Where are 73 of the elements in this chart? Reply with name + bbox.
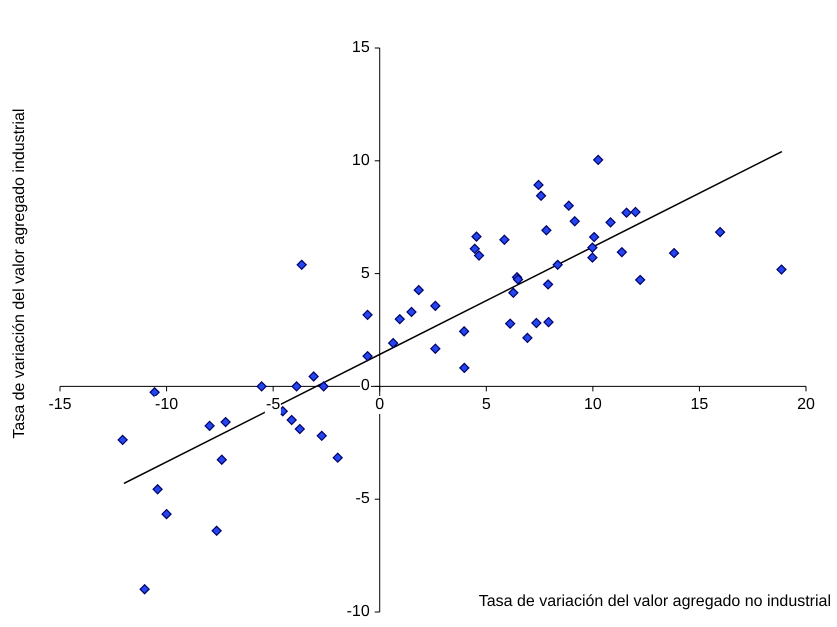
x-tick-label: -15	[47, 396, 73, 414]
point	[296, 260, 307, 270]
point	[362, 310, 373, 320]
point	[587, 242, 598, 253]
point	[212, 526, 222, 536]
x-axis-title: Tasa de variación del valor agregado no industrial	[478, 593, 831, 610]
y-tick-label: 5	[360, 264, 371, 283]
point	[541, 225, 552, 236]
point	[522, 332, 533, 343]
point	[294, 424, 305, 434]
point	[630, 206, 641, 218]
point	[459, 362, 470, 373]
point	[543, 317, 554, 328]
point	[715, 226, 726, 238]
point	[668, 248, 680, 258]
point	[430, 300, 440, 311]
y-tick-label: -5	[354, 490, 371, 508]
point	[332, 452, 343, 463]
point	[220, 416, 231, 428]
point	[552, 260, 563, 270]
point	[589, 232, 600, 242]
point	[316, 430, 327, 441]
y-tick-label: 15	[350, 39, 371, 57]
point	[318, 381, 329, 392]
x-tick-label: 0	[374, 396, 386, 414]
point	[587, 252, 598, 263]
point	[150, 387, 160, 398]
y-tick-label: 10	[350, 152, 371, 170]
point	[776, 264, 787, 275]
point	[536, 190, 546, 201]
point	[570, 216, 580, 226]
point	[204, 420, 215, 431]
point	[508, 288, 518, 298]
point	[118, 434, 128, 445]
point	[256, 381, 267, 392]
point	[394, 314, 405, 324]
point	[470, 244, 480, 254]
x-tick-label: 20	[796, 396, 816, 414]
point	[286, 414, 297, 426]
point	[291, 381, 302, 392]
point	[593, 154, 604, 165]
point	[616, 247, 627, 258]
point	[406, 306, 417, 318]
point	[362, 351, 373, 362]
point	[621, 208, 632, 218]
point	[512, 274, 524, 285]
x-tick-label: 10	[582, 396, 603, 414]
x-tick-label: 5	[480, 396, 492, 414]
y-tick-label: 0	[360, 377, 371, 396]
point	[388, 338, 398, 348]
y-axis-title: Tasa de variación del valor agregado industrial	[11, 108, 28, 439]
x-tick-label: 15	[690, 396, 710, 414]
y-tick-label: -10	[346, 603, 371, 621]
point	[474, 250, 484, 261]
point	[414, 284, 424, 296]
x-tick-label: -5	[265, 396, 282, 414]
point	[542, 279, 554, 290]
point	[564, 200, 574, 211]
point	[499, 234, 510, 245]
point	[459, 326, 470, 336]
point	[533, 180, 544, 190]
point	[471, 232, 482, 242]
point	[635, 274, 646, 286]
point	[505, 318, 516, 329]
point	[605, 217, 616, 228]
point	[216, 454, 227, 465]
point	[161, 508, 172, 520]
x-tick-label: -10	[154, 396, 180, 414]
point	[308, 371, 319, 382]
point	[152, 484, 163, 494]
point	[140, 584, 150, 594]
point	[430, 344, 440, 354]
point	[531, 318, 542, 328]
